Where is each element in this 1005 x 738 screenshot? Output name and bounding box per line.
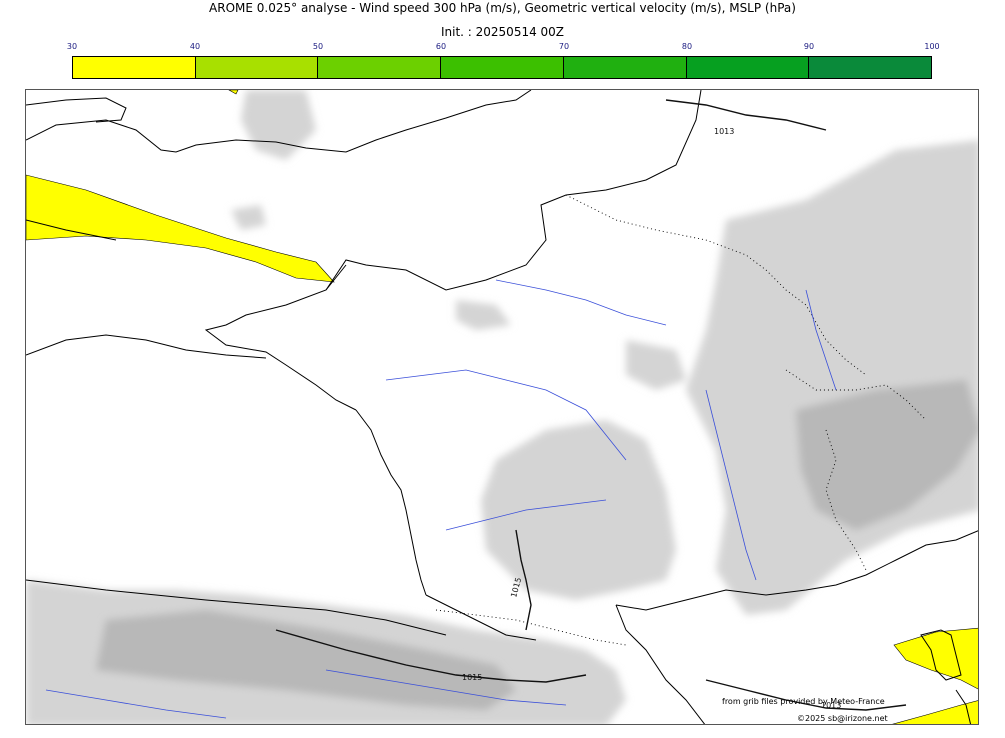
coast-sardinia [955, 689, 972, 724]
shading-brittany [456, 300, 511, 330]
isobar-label-1015-south: 1015 [462, 673, 482, 682]
colorbar-tick-50: 50 [312, 42, 324, 51]
shading-wales [231, 205, 266, 230]
river-loire [385, 369, 627, 461]
shading-east-central [626, 340, 686, 390]
colorbar-tick-80: 80 [681, 42, 693, 51]
coast-bay-west [26, 334, 267, 359]
river-rhine [805, 289, 837, 391]
colorbar-tick-70: 70 [558, 42, 570, 51]
coast-brittany [204, 264, 357, 411]
river-seine [495, 279, 667, 326]
coast-mediterranean [615, 530, 978, 611]
colorbar-segment-70-80 [563, 57, 687, 78]
colorbar-tick-30: 30 [66, 42, 78, 51]
border-swiss [785, 369, 927, 421]
colorbar-segment-30-40 [73, 57, 196, 78]
jet-streak-corsica [893, 627, 978, 690]
coastlines [26, 90, 978, 724]
isobar-label-1013-south: 1013 [821, 701, 841, 710]
colorbar-segment-60-70 [441, 57, 564, 78]
coast-atlantic [355, 409, 427, 596]
country-borders [435, 194, 927, 646]
colorbar-tick-60: 60 [435, 42, 447, 51]
weather-map: 1013 1015 1015 1013 [25, 89, 979, 725]
isobar-1015-west [515, 529, 532, 631]
shading-alps-dark [796, 380, 978, 530]
river-tagus [45, 689, 227, 719]
coast-spain-north [26, 579, 447, 636]
jet-streak-southeast [892, 700, 978, 724]
mslp-isobars [275, 99, 907, 711]
border-spain [435, 609, 627, 646]
shading-pyrenees-dark [96, 610, 516, 710]
rivers [45, 279, 837, 719]
wind-speed-colorbar [72, 56, 932, 79]
colorbar-tick-100: 100 [924, 42, 940, 51]
jet-streak-channel [26, 174, 335, 283]
coast-biscay-south [425, 594, 537, 641]
chart-title: AROME 0.025° analyse - Wind speed 300 hP… [209, 1, 796, 15]
init-time-label: Init. : 20250514 00Z [440, 25, 565, 39]
colorbar-segment-90-100 [809, 57, 932, 78]
isobar-1013-north [665, 99, 827, 131]
coast-corsica [920, 629, 962, 681]
coast-ireland [26, 219, 117, 241]
coast-cornwall [26, 97, 127, 123]
coast-england-south [26, 90, 532, 153]
vertical-velocity-shading-dark [96, 380, 978, 710]
isobar-1015-south [275, 629, 587, 683]
map-canvas: 1013 1015 1015 1013 [26, 90, 978, 724]
isobar-label-1013-north: 1013 [714, 127, 734, 136]
river-garonne [445, 499, 607, 531]
jet-streak-north [228, 90, 239, 95]
colorbar-segment-40-50 [195, 57, 319, 78]
river-rhone [705, 389, 757, 581]
colorbar-tick-90: 90 [803, 42, 815, 51]
shading-massif-central [481, 420, 676, 600]
colorbar-tick-40: 40 [189, 42, 201, 51]
source-credit: from grib files provided by Meteo-France [722, 697, 885, 706]
colorbar-segment-50-60 [318, 57, 442, 78]
coast-spain-east [615, 604, 706, 724]
copyright-credit: ©2025 sb@irizone.net [797, 714, 888, 723]
shading-england [241, 90, 316, 160]
colorbar-segment-80-90 [686, 57, 810, 78]
isobar-1013-south [705, 679, 907, 711]
coast-france-north [325, 90, 702, 291]
isobar-label-1015-west: 1015 [509, 577, 523, 599]
wind-speed-fill [26, 90, 978, 724]
river-ebro [325, 669, 567, 706]
